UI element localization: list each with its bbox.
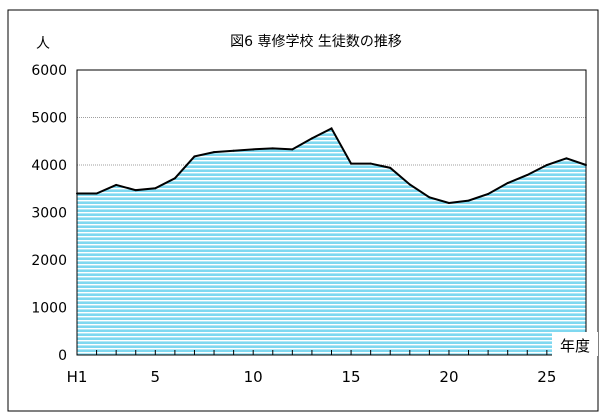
- y-tick-label: 5000: [31, 111, 67, 127]
- x-tick-label: 25: [537, 368, 556, 386]
- data-point: [545, 164, 548, 166]
- data-point: [291, 148, 294, 151]
- data-point: [232, 149, 235, 152]
- data-point: [369, 162, 372, 165]
- y-tick-label: 6000: [31, 63, 67, 79]
- data-point: [565, 157, 568, 160]
- x-tick-label: H1: [67, 368, 88, 386]
- data-point: [428, 196, 431, 199]
- data-point: [487, 192, 490, 195]
- y-tick-label: 4000: [31, 158, 67, 174]
- y-axis-unit: 人: [36, 36, 50, 52]
- x-axis-unit: 年度: [560, 337, 590, 355]
- data-point: [271, 147, 274, 150]
- data-point: [350, 162, 353, 165]
- data-point: [310, 137, 313, 140]
- x-tick-label: 10: [244, 368, 263, 386]
- y-tick-label: 2000: [31, 253, 67, 269]
- x-axis-unit-box: [552, 332, 598, 356]
- data-point: [115, 183, 118, 186]
- y-tick-label: 3000: [31, 206, 67, 222]
- data-point: [467, 199, 470, 202]
- y-tick-label: 1000: [31, 301, 67, 317]
- data-point: [95, 192, 98, 195]
- data-point: [173, 177, 176, 180]
- chart-title: 図6 専修学校 生徒数の推移: [230, 33, 402, 50]
- x-tick-label: 15: [342, 368, 361, 386]
- plot-area: 0 1000 2000 3000 4000 5000 6000 H1 5 10 15 20 25: [31, 63, 587, 386]
- data-point: [193, 155, 196, 158]
- data-point: [154, 187, 157, 190]
- data-point: [447, 202, 450, 204]
- data-point: [213, 151, 216, 154]
- data-point: [408, 183, 411, 186]
- data-point: [252, 148, 255, 151]
- data-point: [506, 182, 509, 185]
- data-point: [330, 127, 333, 130]
- data-point: [134, 189, 137, 192]
- y-tick-label: 0: [58, 348, 67, 364]
- x-tick-label: 5: [151, 368, 161, 386]
- x-tick-label: 20: [439, 368, 458, 386]
- data-point: [389, 166, 392, 169]
- data-point: [526, 173, 529, 176]
- area-fill: [77, 128, 586, 355]
